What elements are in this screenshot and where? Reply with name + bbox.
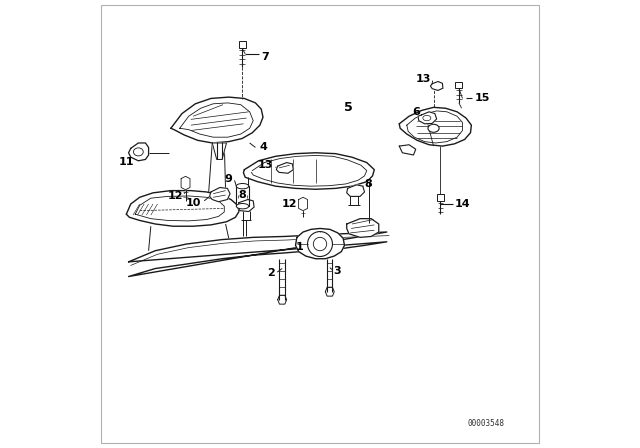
Text: 4: 4 — [260, 142, 268, 152]
Polygon shape — [212, 143, 227, 159]
Ellipse shape — [236, 184, 249, 189]
Polygon shape — [347, 219, 379, 237]
Ellipse shape — [428, 124, 439, 132]
Text: 00003548: 00003548 — [467, 419, 504, 428]
Text: 6: 6 — [412, 107, 420, 117]
Polygon shape — [126, 190, 239, 226]
Polygon shape — [243, 153, 374, 189]
Polygon shape — [299, 197, 308, 211]
Bar — [236, 186, 249, 206]
Polygon shape — [399, 145, 416, 155]
Text: 8: 8 — [239, 190, 246, 200]
Circle shape — [308, 232, 332, 257]
Bar — [239, 42, 246, 48]
Text: 11: 11 — [118, 157, 134, 167]
Text: 13: 13 — [258, 160, 273, 170]
Polygon shape — [209, 188, 230, 202]
Polygon shape — [181, 177, 190, 190]
Polygon shape — [278, 295, 287, 304]
Text: 14: 14 — [454, 199, 470, 209]
Polygon shape — [431, 82, 443, 90]
Text: 5: 5 — [344, 101, 353, 114]
Text: 7: 7 — [261, 52, 269, 62]
Text: 8: 8 — [365, 179, 372, 189]
Bar — [455, 82, 463, 88]
Polygon shape — [129, 143, 148, 161]
Polygon shape — [238, 199, 254, 211]
Bar — [436, 194, 444, 201]
Text: 12: 12 — [282, 199, 297, 209]
Text: 2: 2 — [267, 268, 275, 278]
Text: 1: 1 — [295, 242, 303, 252]
Polygon shape — [129, 232, 387, 276]
Polygon shape — [276, 163, 293, 173]
Text: 9: 9 — [224, 173, 232, 184]
Text: 3: 3 — [333, 266, 341, 276]
Polygon shape — [296, 228, 344, 259]
Text: 15: 15 — [475, 94, 490, 103]
Polygon shape — [399, 108, 472, 146]
Circle shape — [314, 237, 326, 251]
Ellipse shape — [423, 116, 431, 121]
Polygon shape — [325, 287, 334, 296]
Text: 10: 10 — [186, 198, 201, 207]
Text: 12: 12 — [168, 191, 183, 202]
Ellipse shape — [236, 203, 249, 209]
Polygon shape — [418, 112, 436, 124]
Ellipse shape — [134, 148, 143, 156]
Text: 13: 13 — [416, 74, 431, 84]
Polygon shape — [347, 185, 365, 196]
Polygon shape — [171, 97, 263, 143]
